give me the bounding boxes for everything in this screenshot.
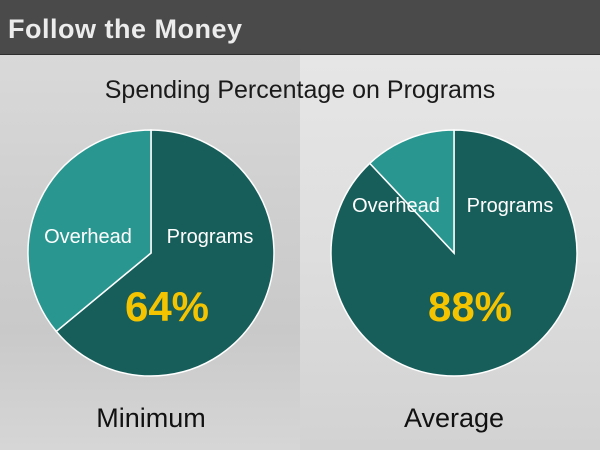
pie-minimum: Programs Overhead 64% Minimum	[27, 129, 275, 433]
slice-label-overhead: Overhead	[44, 226, 132, 248]
slide-title: Follow the Money	[8, 14, 243, 44]
pie-slice-overhead	[368, 129, 455, 255]
pie-slice-programs	[55, 129, 275, 377]
value-label: 64%	[125, 283, 209, 330]
chart-title: Spending Percentage on Programs	[104, 76, 496, 104]
header-bar: Follow the Money	[0, 0, 600, 55]
slice-label-programs: Programs	[167, 226, 254, 248]
pie-caption: Minimum	[96, 403, 206, 433]
pie-slice-overhead	[27, 129, 152, 333]
slice-label-overhead: Overhead	[352, 195, 440, 217]
pie-caption: Average	[404, 403, 504, 433]
value-label: 88%	[428, 283, 512, 330]
pie-average: Programs Overhead 88% Average	[330, 129, 578, 433]
slice-label-programs: Programs	[467, 195, 554, 217]
